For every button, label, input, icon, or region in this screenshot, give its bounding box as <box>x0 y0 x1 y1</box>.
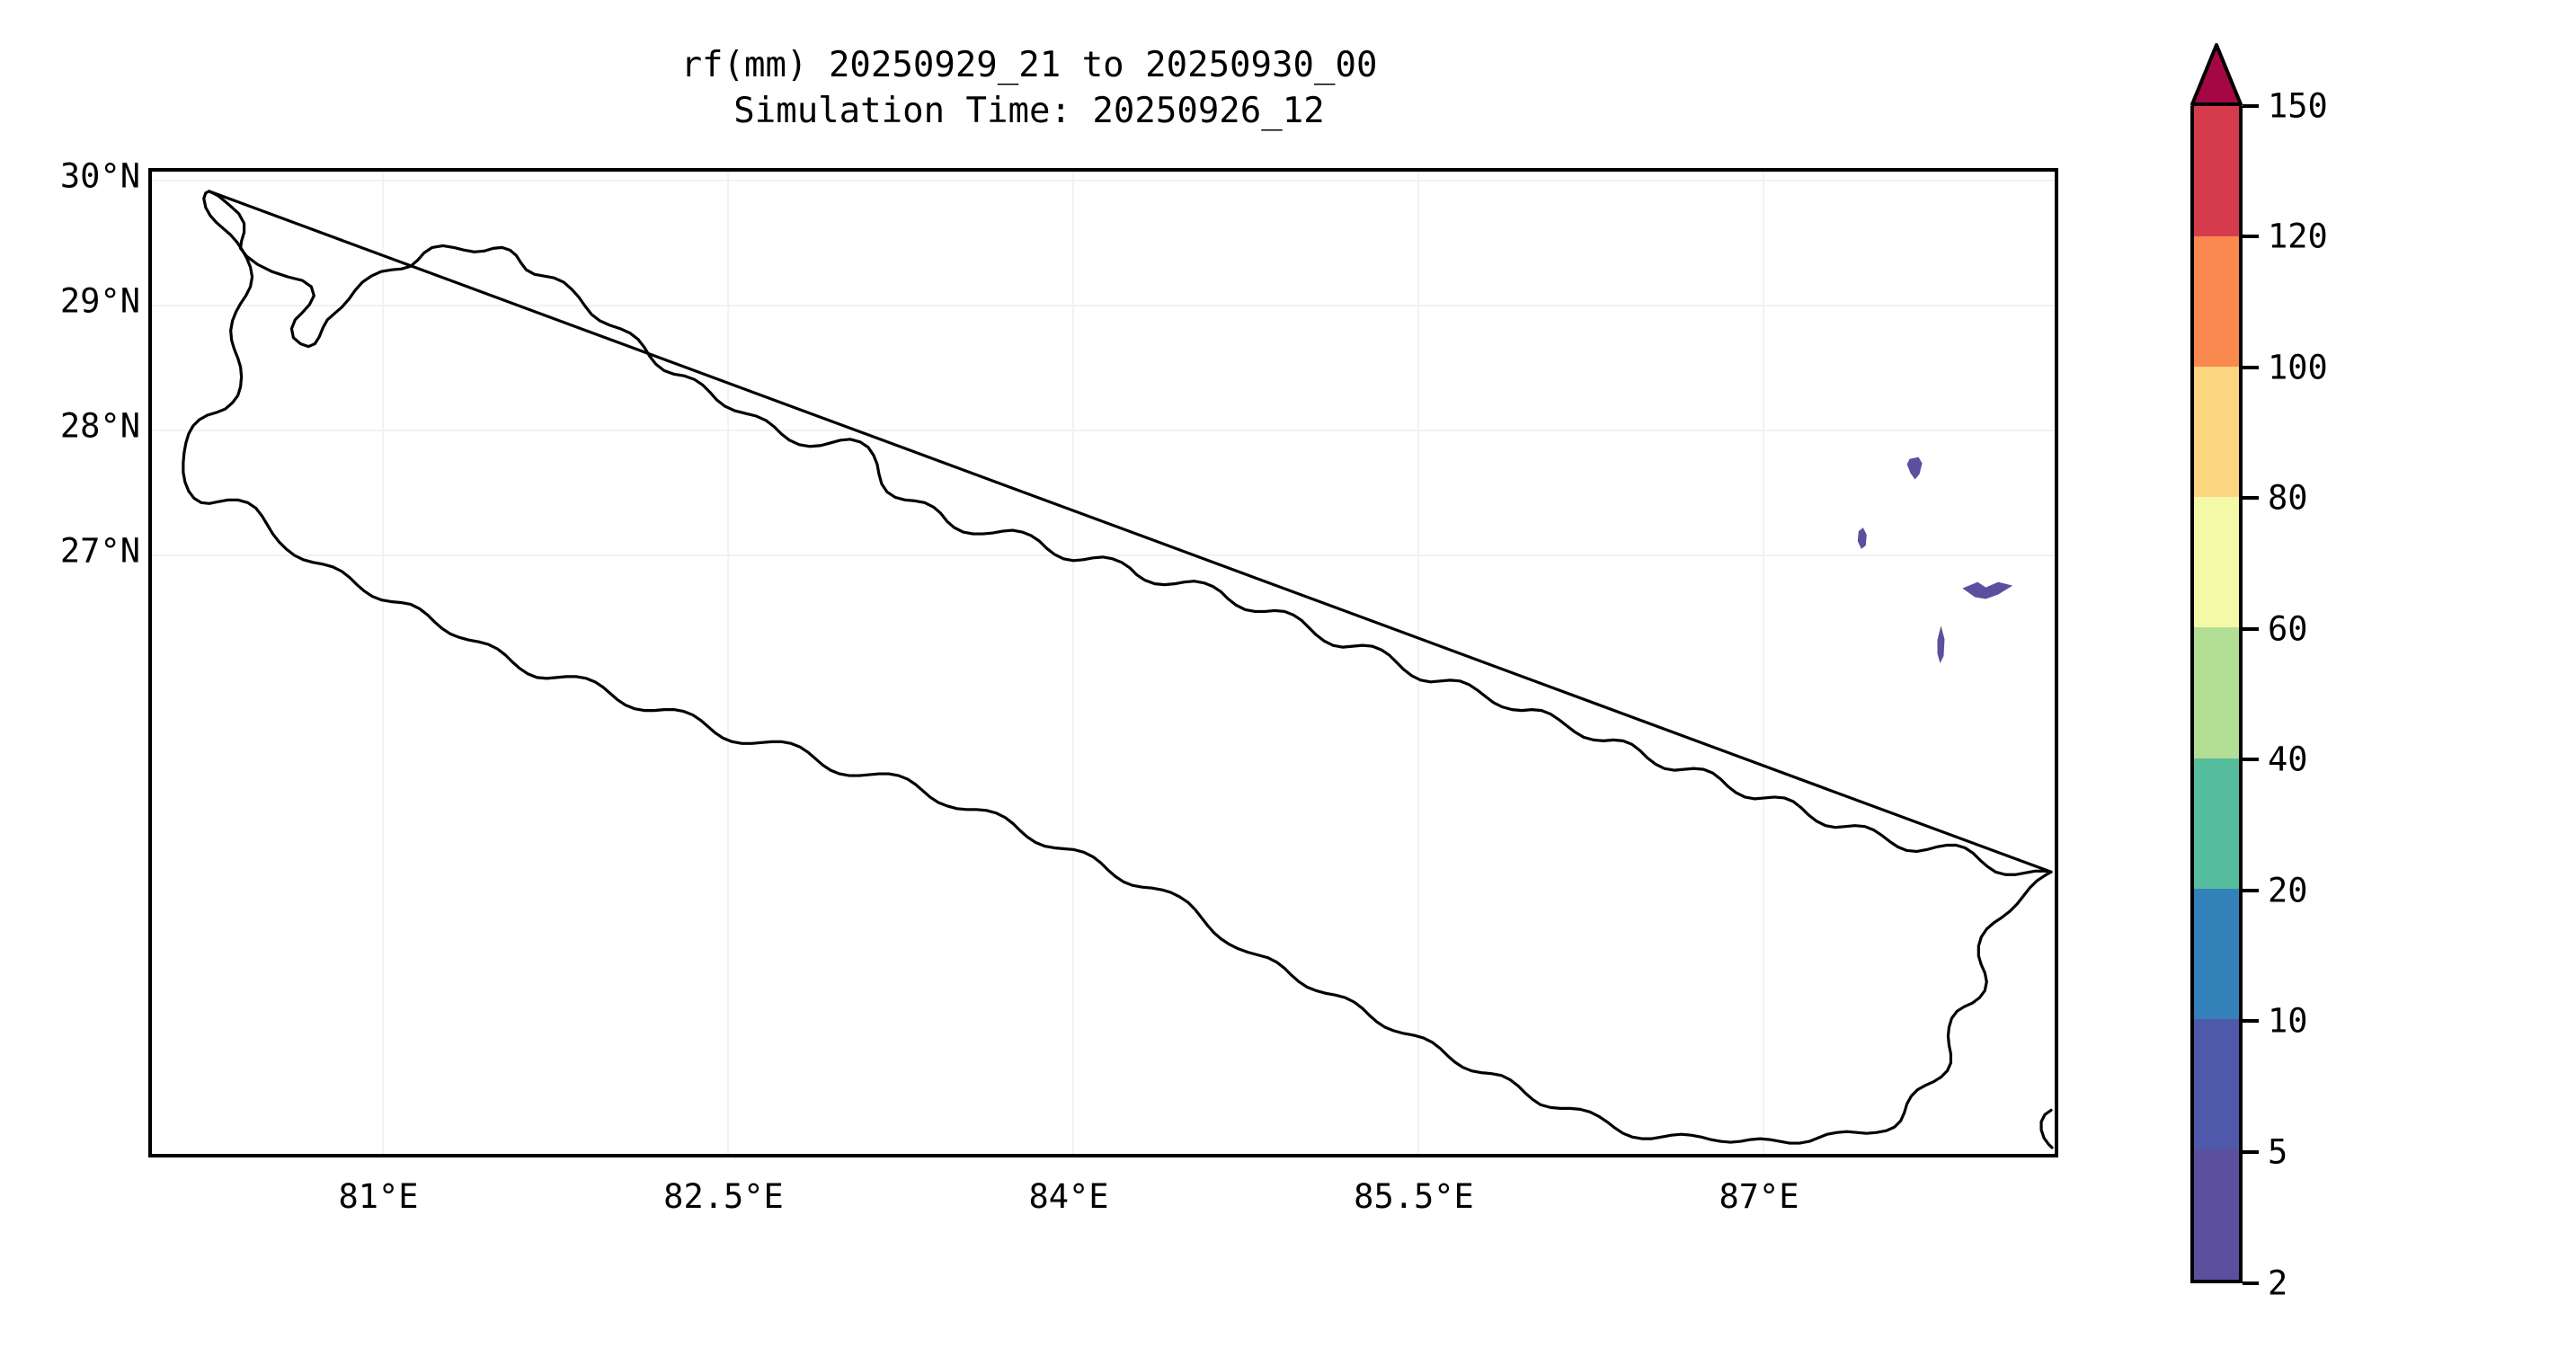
colorbar-band-20-40 <box>2194 758 2239 889</box>
colorbar-tick-80 <box>2243 496 2259 500</box>
colorbar-tick-label-2: 2 <box>2268 1264 2288 1303</box>
nepal-boundary-svg <box>182 190 2054 1149</box>
colorbar-over-arrow-icon <box>2190 43 2243 106</box>
gridline-30N <box>152 180 2055 182</box>
colorbar-tick-40 <box>2243 758 2259 761</box>
colorbar-band-2-5 <box>2194 1148 2239 1280</box>
colorbar-tick-150 <box>2243 104 2259 108</box>
gridline-27N <box>152 554 2055 556</box>
title-line-simulation-time: Simulation Time: 20250926_12 <box>733 90 1325 131</box>
colorbar-band-120-150 <box>2194 106 2239 237</box>
rf-patch-east-4 <box>1937 625 1945 663</box>
colorbar-tick-label-60: 60 <box>2268 609 2308 649</box>
colorbar-tick-label-120: 120 <box>2268 217 2328 256</box>
colorbar-band-100-120 <box>2194 236 2239 368</box>
rf-patch-east-3 <box>1962 581 2013 599</box>
figure-title: rf(mm) 20250929_21 to 20250930_00 Simula… <box>0 43 2058 134</box>
colorbar-tick-100 <box>2243 366 2259 369</box>
gridline-82p5E <box>727 172 729 1154</box>
ytick-label-27N: 27°N <box>59 531 140 571</box>
colorbar-tick-60 <box>2243 627 2259 631</box>
colorbar-band-60-80 <box>2194 497 2239 628</box>
map-plot-area <box>148 168 2058 1157</box>
rainfall-colorbar: 150 120 100 80 60 40 20 10 5 2 <box>2190 43 2328 1303</box>
colorbar-tick-label-150: 150 <box>2268 86 2328 126</box>
colorbar-tick-10 <box>2243 1019 2259 1023</box>
xtick-label-82p5E: 82.5°E <box>663 1177 784 1216</box>
colorbar-tick-label-100: 100 <box>2268 348 2328 387</box>
ytick-label-28N: 28°N <box>59 406 140 446</box>
rf-patch-east-2 <box>1857 528 1867 549</box>
colorbar-tick-label-80: 80 <box>2268 478 2308 518</box>
colorbar-tick-label-40: 40 <box>2268 740 2308 779</box>
colorbar-tick-2 <box>2243 1281 2259 1285</box>
colorbar-tick-20 <box>2243 889 2259 892</box>
colorbar-band-40-60 <box>2194 627 2239 758</box>
ytick-label-30N: 30°N <box>59 156 140 196</box>
colorbar-band-10-20 <box>2194 888 2239 1019</box>
gridline-87E <box>1763 172 1764 1154</box>
gridline-28N <box>152 430 2055 431</box>
ytick-label-29N: 29°N <box>59 281 140 321</box>
rf-patch-east-1 <box>1906 457 1923 480</box>
gridline-29N <box>152 305 2055 306</box>
colorbar-tick-120 <box>2243 235 2259 238</box>
colorbar-bands <box>2190 106 2243 1283</box>
colorbar-tick-label-5: 5 <box>2268 1132 2288 1172</box>
xtick-label-87E: 87°E <box>1719 1177 1799 1216</box>
map-canvas <box>152 172 2055 1154</box>
gridline-85p5E <box>1417 172 1419 1154</box>
colorbar-band-80-100 <box>2194 367 2239 498</box>
colorbar-band-5-10 <box>2194 1018 2239 1149</box>
colorbar-tick-label-10: 10 <box>2268 1001 2308 1041</box>
colorbar-tick-label-20: 20 <box>2268 871 2308 910</box>
colorbar-tick-5 <box>2243 1150 2259 1154</box>
gridline-84E <box>1072 172 1074 1154</box>
nepal-country-outline <box>182 190 2054 1149</box>
xtick-label-84E: 84°E <box>1028 1177 1109 1216</box>
rainfall-patches <box>1857 457 2013 663</box>
gridline-81E <box>382 172 384 1154</box>
xtick-label-85p5E: 85.5°E <box>1354 1177 1474 1216</box>
title-line-variable-period: rf(mm) 20250929_21 to 20250930_00 <box>680 45 1378 85</box>
xtick-label-81E: 81°E <box>338 1177 419 1216</box>
